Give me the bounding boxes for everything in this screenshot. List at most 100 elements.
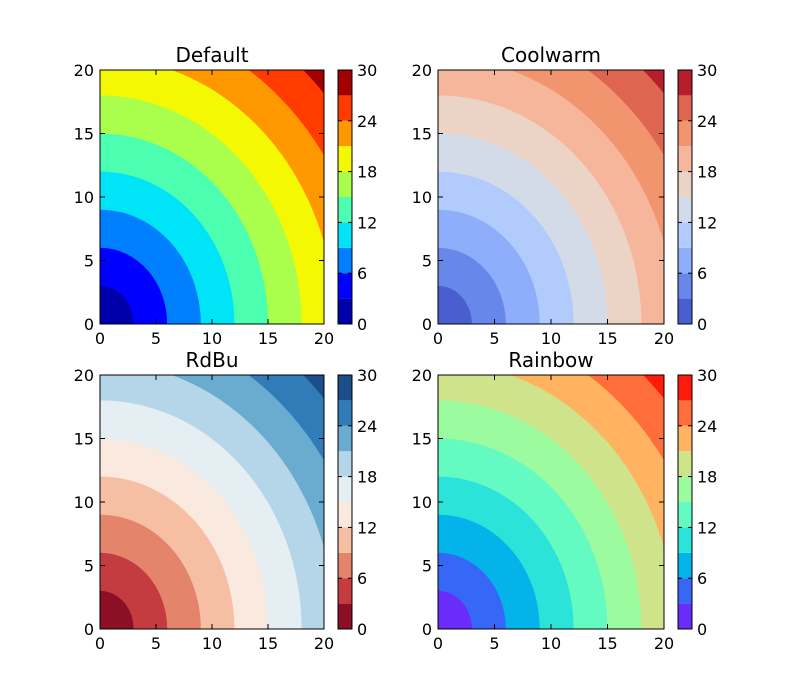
x-tick-label: 5 xyxy=(151,329,161,348)
colorbar-tick-label: 12 xyxy=(357,213,377,232)
subplot-title: RdBu xyxy=(186,348,239,372)
colorbar-swatch xyxy=(678,171,692,197)
contour-fill xyxy=(100,375,324,629)
colorbar-swatch xyxy=(338,146,352,172)
colorbar-swatch xyxy=(338,171,352,197)
colorbar-swatch xyxy=(678,120,692,147)
colorbar-swatch xyxy=(678,603,692,629)
colorbar-swatch xyxy=(338,578,352,604)
subplot-default: Default 0 5 10 15 20 0 5 10 15 20 0 6 12 18 24 30 xyxy=(74,43,378,348)
colorbar-frame xyxy=(677,69,693,325)
colorbar-tick-label: 12 xyxy=(697,213,717,232)
colorbar-tick-label: 24 xyxy=(357,417,377,436)
colorbar-tick-label: 6 xyxy=(357,569,367,588)
colorbar-tick-label: 24 xyxy=(697,112,717,131)
colorbar-swatch xyxy=(678,502,692,528)
y-tick-label: 5 xyxy=(84,557,94,576)
colorbar-swatch xyxy=(678,476,692,502)
colorbar-swatch xyxy=(338,197,352,223)
contour-fill xyxy=(100,70,324,324)
colorbar-swatch xyxy=(678,222,692,248)
y-tick-label: 10 xyxy=(74,188,94,207)
colorbar-tick-label: 30 xyxy=(357,366,377,385)
x-tick-label: 0 xyxy=(95,329,105,348)
colorbar-swatch xyxy=(338,451,352,477)
y-axis: 0 5 10 15 20 xyxy=(74,61,324,334)
plot-frame xyxy=(99,374,325,630)
y-tick-label: 0 xyxy=(84,315,94,334)
colorbar-swatch xyxy=(678,298,692,324)
x-axis: 0 5 10 15 20 xyxy=(433,375,674,653)
x-tick-label: 10 xyxy=(202,634,222,653)
colorbar-swatch xyxy=(678,425,692,452)
colorbar-swatch xyxy=(338,247,352,274)
subplot-title: Rainbow xyxy=(508,348,593,372)
y-tick-label: 20 xyxy=(412,366,432,385)
contour-band xyxy=(100,285,134,324)
colorbar-frame xyxy=(677,374,693,630)
colorbar-tick-label: 18 xyxy=(357,468,377,487)
y-tick-label: 20 xyxy=(74,366,94,385)
contour-fill xyxy=(438,70,664,324)
colorbar-swatch xyxy=(678,273,692,299)
contour-fill xyxy=(438,375,664,629)
colorbar-tick-label: 0 xyxy=(357,620,367,639)
subplot-title: Default xyxy=(175,43,248,67)
x-tick-label: 15 xyxy=(597,329,617,348)
x-tick-label: 20 xyxy=(314,634,334,653)
x-tick-label: 15 xyxy=(258,634,278,653)
colorbar: 0 6 12 18 24 30 xyxy=(337,366,377,639)
x-tick-label: 20 xyxy=(314,329,334,348)
y-tick-label: 0 xyxy=(422,315,432,334)
colorbar-swatch xyxy=(338,375,352,401)
colorbar: 0 6 12 18 24 30 xyxy=(677,366,717,639)
y-tick-label: 0 xyxy=(422,620,432,639)
subplot-rdbu: RdBu 0 5 10 15 20 0 5 10 15 20 0 6 12 18 24 30 xyxy=(74,348,378,653)
colorbar-swatch xyxy=(338,70,352,96)
colorbar-tick-label: 6 xyxy=(357,264,367,283)
x-tick-label: 10 xyxy=(541,329,561,348)
colorbar-swatch xyxy=(678,197,692,223)
colorbar-swatch xyxy=(678,451,692,477)
colorbar-swatch xyxy=(338,425,352,452)
colorbar-tick-label: 12 xyxy=(697,518,717,537)
y-tick-label: 20 xyxy=(412,61,432,80)
colorbar-swatch xyxy=(338,552,352,579)
colorbar-swatch xyxy=(338,400,352,426)
x-tick-label: 0 xyxy=(433,634,443,653)
contour-band xyxy=(438,285,472,324)
y-tick-label: 20 xyxy=(74,61,94,80)
colorbar-tick-label: 30 xyxy=(697,61,717,80)
colorbar-tick-label: 0 xyxy=(357,315,367,334)
colorbar-swatch xyxy=(678,95,692,121)
y-tick-label: 15 xyxy=(74,125,94,144)
contour-band xyxy=(100,590,134,629)
colorbar-tick-label: 30 xyxy=(697,366,717,385)
colorbar-swatch xyxy=(338,476,352,502)
plot-frame xyxy=(99,69,325,325)
y-tick-label: 15 xyxy=(412,125,432,144)
x-tick-label: 10 xyxy=(541,634,561,653)
y-tick-label: 10 xyxy=(74,493,94,512)
x-tick-label: 5 xyxy=(489,329,499,348)
colorbar-tick-label: 24 xyxy=(357,112,377,131)
subplot-rainbow: Rainbow 0 5 10 15 20 0 5 10 15 20 0 6 12 18 24 30 xyxy=(412,348,718,653)
colorbar-swatch xyxy=(338,222,352,248)
x-tick-label: 10 xyxy=(202,329,222,348)
y-axis: 0 5 10 15 20 xyxy=(412,366,664,639)
x-axis: 0 5 10 15 20 xyxy=(95,70,334,348)
colorbar-frame xyxy=(337,69,353,325)
colorbar-swatch xyxy=(338,120,352,147)
colorbar-swatch xyxy=(678,527,692,553)
contour-band xyxy=(438,590,472,629)
y-tick-label: 5 xyxy=(84,252,94,271)
subplot-coolwarm: Coolwarm 0 5 10 15 20 0 5 10 15 20 0 6 12 18 24 30 xyxy=(412,43,718,348)
colorbar-frame xyxy=(337,374,353,630)
y-tick-label: 10 xyxy=(412,188,432,207)
colorbar-swatch xyxy=(678,578,692,604)
colorbar-tick-label: 30 xyxy=(357,61,377,80)
colorbar-tick-label: 18 xyxy=(357,163,377,182)
colorbar-tick-label: 0 xyxy=(697,620,707,639)
colorbar-swatch xyxy=(338,273,352,299)
